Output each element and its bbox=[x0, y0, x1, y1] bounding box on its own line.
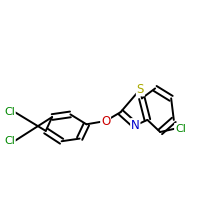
Text: S: S bbox=[137, 82, 144, 96]
Text: O: O bbox=[101, 114, 110, 128]
Text: Cl: Cl bbox=[4, 136, 15, 146]
Text: N: N bbox=[131, 119, 140, 132]
Text: Cl: Cl bbox=[175, 124, 186, 134]
Text: Cl: Cl bbox=[4, 107, 15, 117]
